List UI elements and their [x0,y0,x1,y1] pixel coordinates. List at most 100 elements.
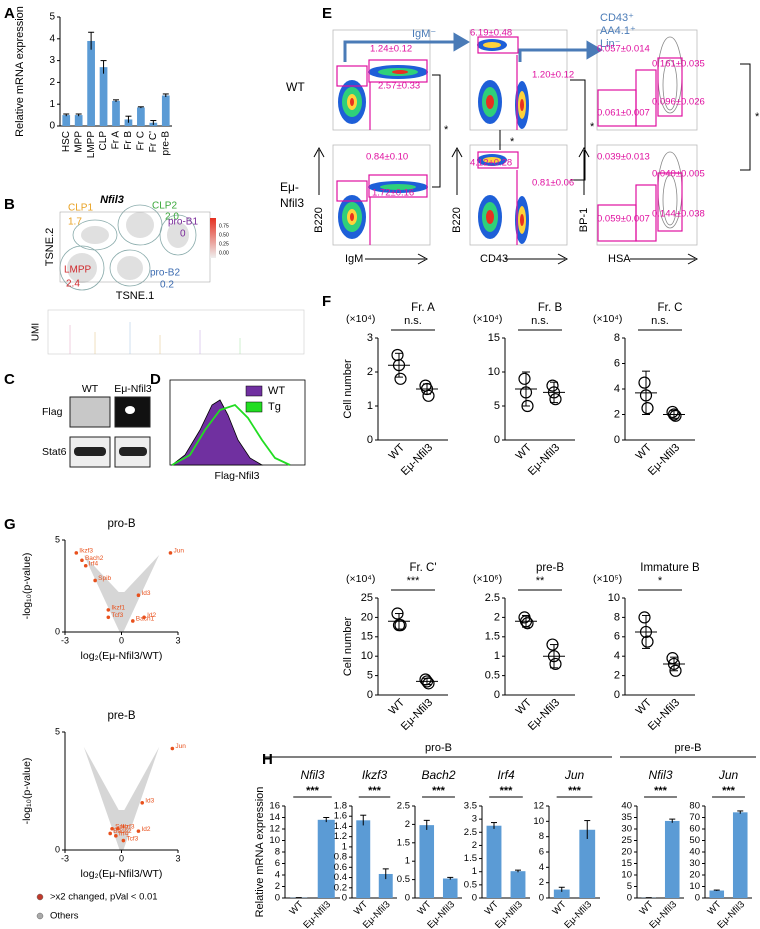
group-label: pre-B [675,742,702,754]
y-tick-label: 5 [367,670,373,682]
x-tick-label: 3 [175,635,180,645]
y-axis-label: Cell number [342,617,354,677]
point-label: Irf4 [119,831,129,838]
y-tick-label: 10 [689,881,700,892]
significance: *** [654,785,668,797]
y-axis-label: Cell number [342,359,354,419]
point-label: Spib [115,823,128,830]
y-axis-label: -log₁₀(p-value) [21,758,33,825]
significance: *** [306,785,320,797]
cluster-value: 2.4 [66,279,80,290]
data-point [106,608,111,612]
x-tick-label: WT [514,696,535,717]
panel-label: G [4,516,16,533]
y-tick-label: 1.6 [334,811,347,822]
x-tick-label: Eμ-Nfil3 [493,899,525,929]
data-point [74,551,79,555]
gate-frequency: 6.19±0.48 [470,28,512,39]
x-tick-label: WT [634,696,655,717]
y-tick-label: 2 [405,819,410,830]
axis-label: IgM [345,253,363,265]
y-tick-label: 10 [488,366,500,378]
x-tick-label: Eμ-Nfil3 [399,697,435,733]
axis-label: HSA [608,253,631,265]
y-tick-label: 5 [627,881,632,892]
data-point [142,615,146,620]
x-tick-label: Eμ-Nfil3 [399,442,435,478]
gate-frequency: 1.20±0.12 [532,70,574,81]
x-tick-label: -3 [61,635,69,645]
panel-label: D [150,371,161,388]
significance: ** [536,575,545,587]
y-tick-label: 2 [494,611,500,623]
y-tick-label: 0.2 [334,882,347,893]
y-axis-label: Relative mRNA expression [14,6,26,137]
y-tick-label: 6 [614,631,620,643]
x-tick-label: Eμ-Nfil3 [646,697,682,733]
y-tick-label: 20 [621,847,632,858]
column-label: WT [82,383,99,395]
y-tick-label: 2.5 [397,801,410,812]
data-point [115,826,120,831]
y-tick-label: 5 [55,726,60,736]
gate-label: IgM⁻ [412,28,436,40]
x-tick-label: WT [483,899,501,917]
bar [137,107,145,126]
bar [553,889,570,898]
point-label: Id2 [147,612,156,619]
significance: n.s. [531,315,549,327]
bar [356,820,371,898]
panel-label: F [322,293,331,310]
point-label: Bach1 [136,616,155,623]
y-tick-label: 2.5 [485,592,500,604]
y-tick-label: 10 [269,835,280,846]
cluster-label: CLP2 [152,201,177,212]
panel-label: C [4,371,15,388]
data-point [666,405,679,419]
y-tick-label: 1.5 [485,631,500,643]
legend-label: Tg [268,401,281,413]
point-label: Ikzf1 [111,605,125,612]
y-tick-label: 3 [49,55,55,66]
axis-label: CD43 [480,253,508,265]
background-cloud [83,747,160,850]
y-tick-label: 8 [614,611,620,623]
bar [378,873,393,898]
multiplier: (×10⁵) [593,573,622,585]
y-tick-label: 3 [472,814,477,825]
y-tick-label: 20 [361,611,373,623]
point-label: Bach2 [85,555,104,562]
chart-title: pro-B [107,518,135,530]
bar [419,825,435,898]
y-tick-label: 6 [614,357,620,369]
row-label: Nfil3 [280,196,304,210]
y-tick-label: 10 [621,870,632,881]
multiplier: (×10⁶) [473,573,502,585]
data-point [106,615,111,620]
x-tick-label: WT [634,441,655,462]
y-tick-label: 0 [49,121,55,132]
y-tick-label: 2 [275,881,280,892]
data-point [93,578,97,583]
colorbar-tick: 0.75 [219,223,229,229]
tsne-plot [59,204,216,291]
cluster-label: CLP1 [68,203,93,214]
y-tick-label: 6 [539,847,544,858]
y-tick-label: 12 [533,801,544,812]
y-tick-label: 0 [367,689,373,701]
y-tick-label: 0.4 [334,872,347,883]
cluster-value: 2.0 [165,212,179,223]
y-tick-label: 0 [55,626,60,636]
x-axis-label: TSNE.1 [116,290,155,302]
y-tick-label: 1 [494,650,500,662]
significance: * [444,124,449,136]
y-tick-label: 1 [49,99,55,110]
gate-frequency: 0.144±0.038 [652,209,705,220]
y-tick-label: 4 [275,870,280,881]
y-tick-label: 4 [539,862,544,873]
y-tick-label: 3.5 [464,801,477,812]
y-tick-label: 0 [627,893,632,904]
x-tick-label: WT [387,441,408,462]
y-tick-label: 1.2 [334,831,347,842]
